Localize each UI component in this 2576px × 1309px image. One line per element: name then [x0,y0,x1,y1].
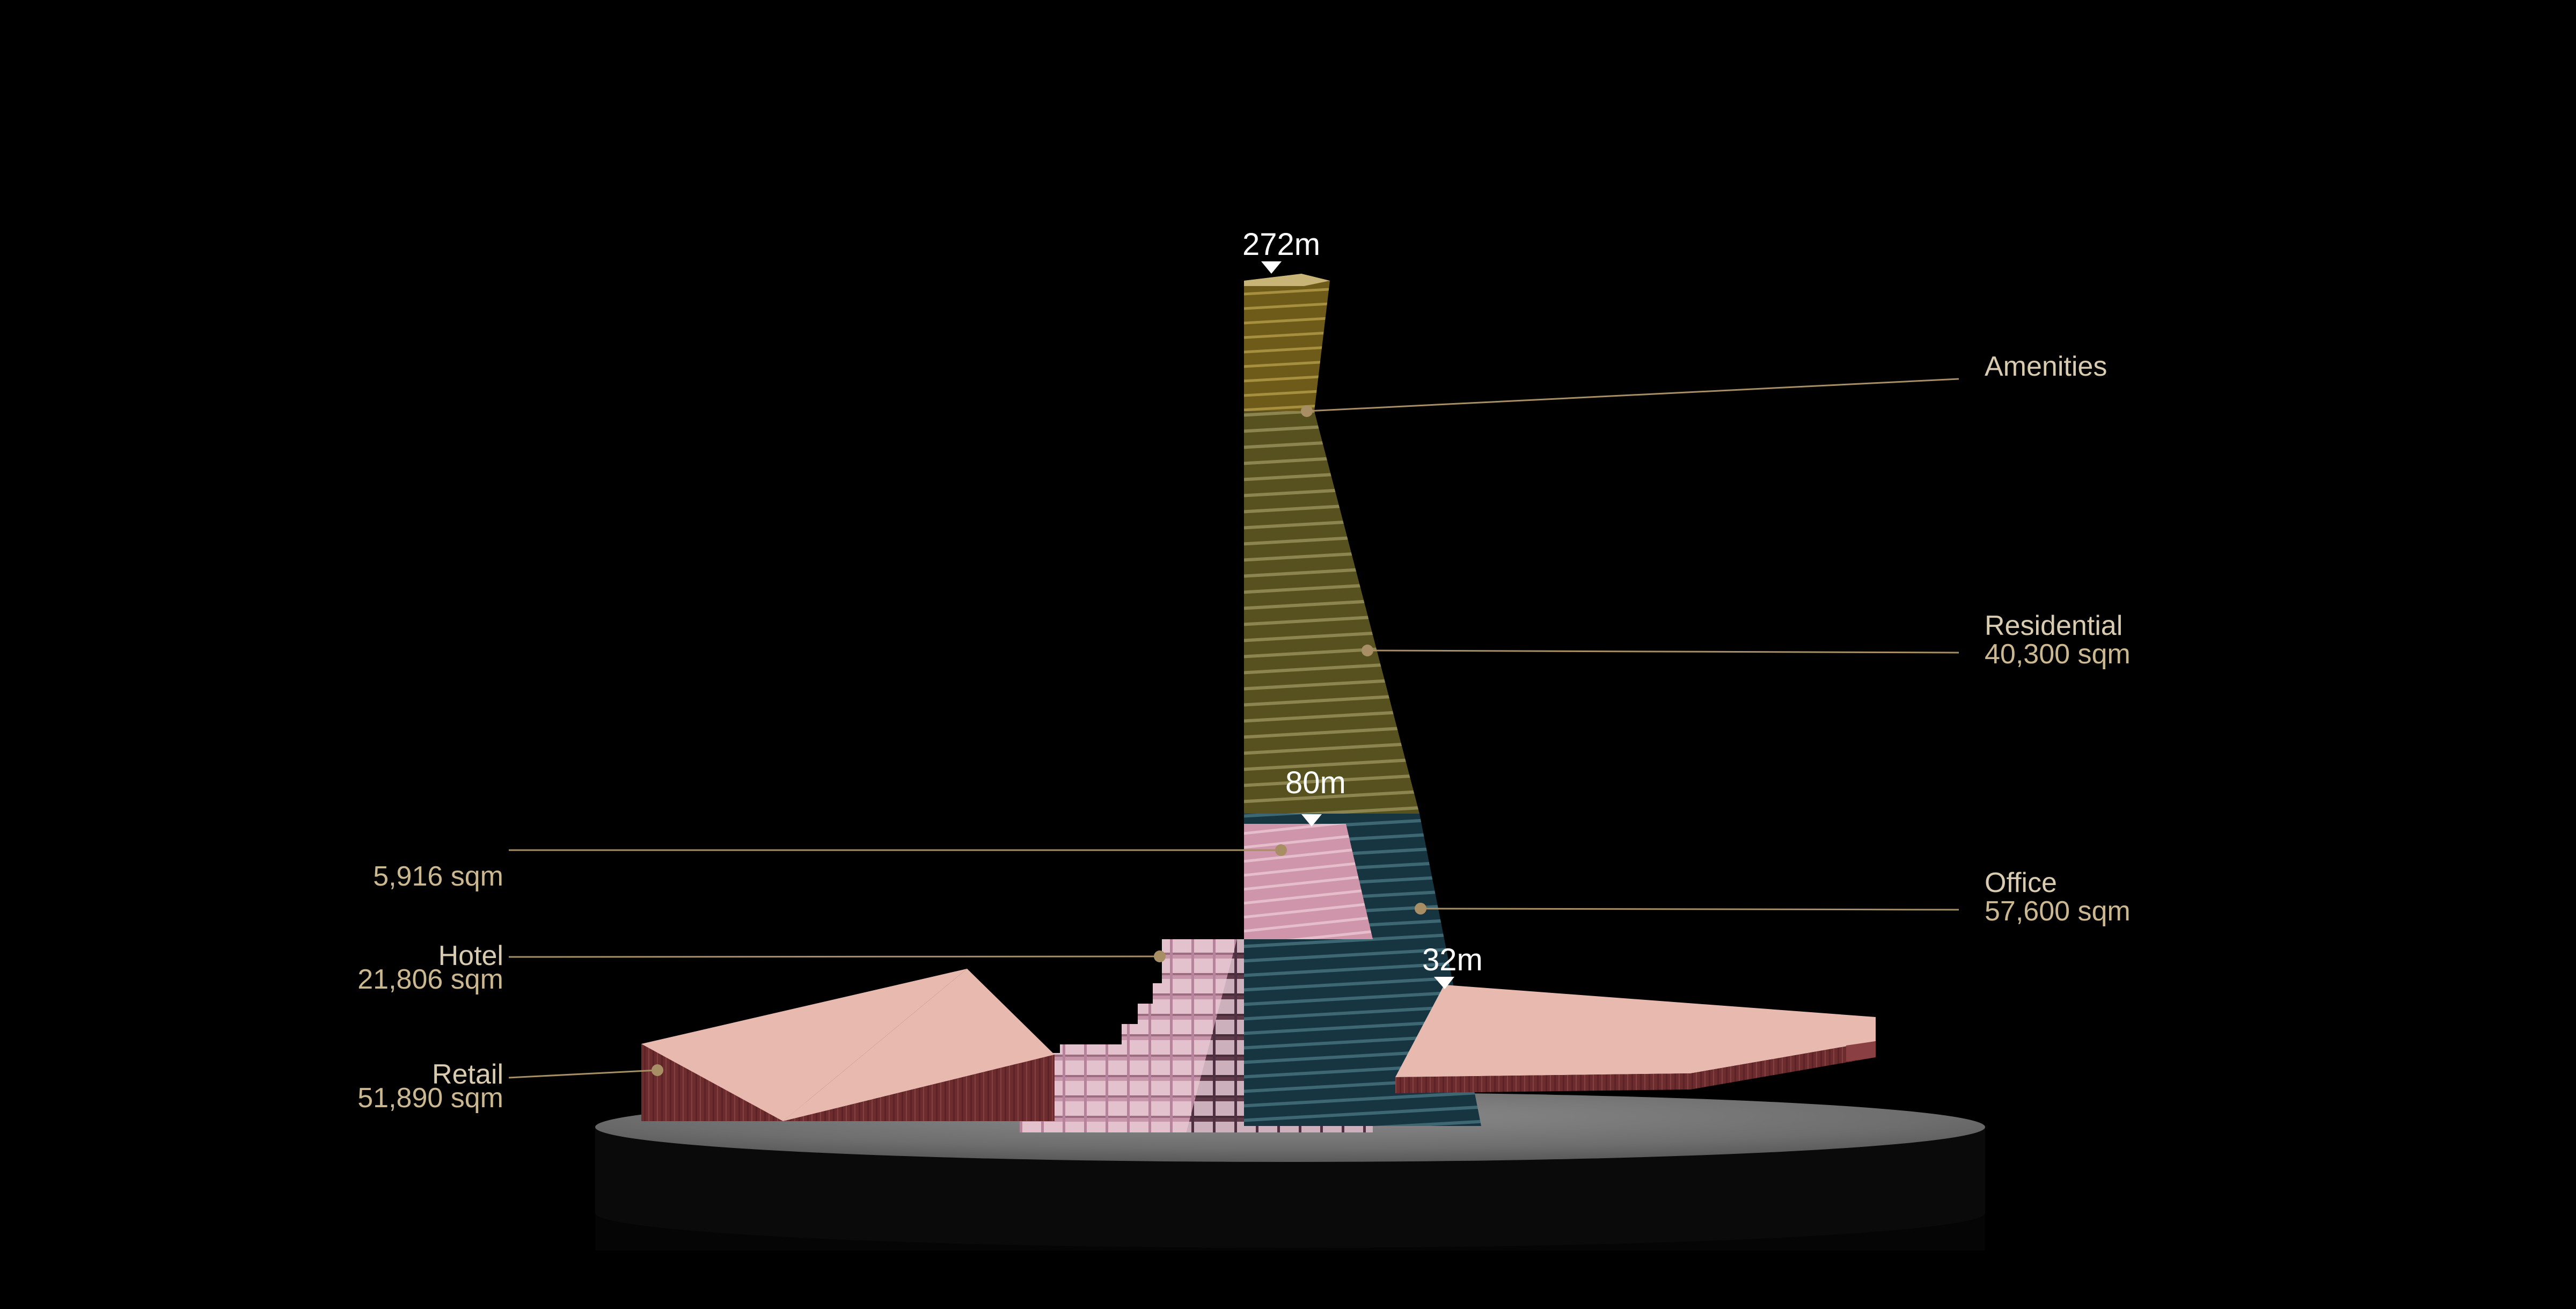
svg-text:32m: 32m [1422,942,1483,977]
svg-text:Office: Office [1985,867,2057,898]
svg-text:40,300 sqm: 40,300 sqm [1985,639,2131,670]
svg-text:Amenities: Amenities [1985,351,2107,382]
svg-text:21,806 sqm: 21,806 sqm [357,964,503,995]
svg-text:5,916 sqm: 5,916 sqm [373,861,503,892]
svg-text:57,600 sqm: 57,600 sqm [1985,896,2131,927]
svg-text:272m: 272m [1242,227,1320,262]
svg-text:Residential: Residential [1985,610,2123,641]
svg-text:51,890 sqm: 51,890 sqm [357,1083,503,1114]
svg-text:80m: 80m [1285,765,1346,800]
